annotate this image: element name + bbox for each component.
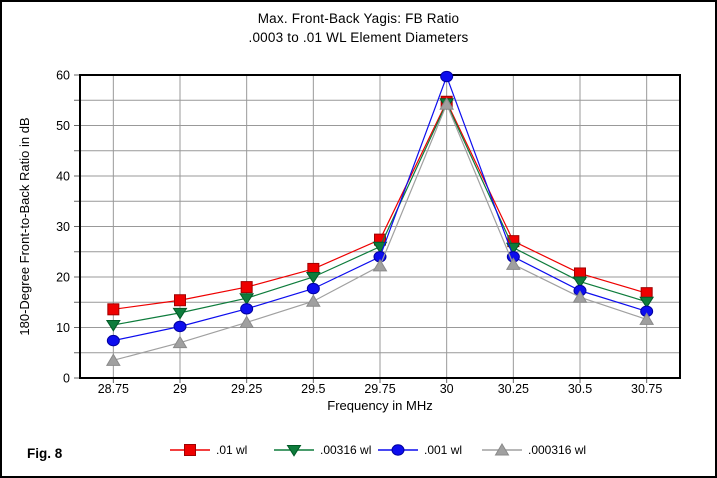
series-marker-1: [305, 272, 321, 284]
x-tick-label: 30.25: [498, 382, 529, 396]
series-marker-1: [172, 307, 188, 320]
legend-marker-shape: [494, 443, 510, 456]
chart-subtitle: .0003 to .01 WL Element Diameters: [248, 30, 469, 45]
y-tick-label: 40: [56, 170, 70, 184]
legend-marker-0: [170, 444, 210, 456]
series-marker-2: [106, 334, 120, 347]
y-tick-label: 0: [63, 372, 70, 386]
legend-marker-2: [378, 444, 418, 456]
legend-label: .000316 wl: [528, 443, 587, 457]
series-marker-3: [305, 294, 321, 307]
series-marker-3: [105, 353, 121, 366]
series-marker-3: [172, 335, 188, 349]
chart-title: Max. Front-Back Yagis: FB Ratio: [257, 11, 460, 26]
series-marker-1: [572, 276, 588, 289]
legend-item-2: .001 wl: [378, 443, 482, 457]
series-marker-3: [372, 258, 388, 272]
series-marker-2: [173, 320, 187, 333]
legend-label: .001 wl: [424, 443, 463, 457]
plot-frame: [79, 74, 681, 379]
y-tick-label: 50: [56, 119, 70, 133]
x-tick-label: 30.5: [568, 382, 592, 396]
series-marker-3: [639, 312, 655, 325]
x-tick-label: 29.25: [231, 382, 262, 396]
series-marker-0: [240, 281, 253, 294]
x-tick-label: 30: [440, 382, 454, 396]
x-tick-label: 30.75: [631, 382, 662, 396]
series-marker-3: [572, 290, 588, 303]
legend-marker-shape: [391, 444, 405, 456]
legend-marker-1: [274, 445, 314, 457]
chart-title-block: Max. Front-Back Yagis: FB Ratio .0003 to…: [2, 9, 715, 47]
legend-label: .00316 wl: [320, 443, 372, 457]
y-tick-label: 20: [56, 271, 70, 285]
figure-number-label: Fig. 8: [27, 446, 63, 461]
chart-legend: .01 wl .00316 wl .001 wl .000316 wl: [170, 443, 586, 457]
series-marker-1: [639, 296, 655, 309]
series-marker-2: [440, 70, 454, 83]
legend-label: .01 wl: [216, 443, 248, 457]
x-tick-label: 29: [173, 382, 187, 396]
series-marker-1: [239, 293, 255, 305]
x-tick-label: 29.5: [301, 382, 325, 396]
series-marker-0: [107, 303, 120, 316]
series-marker-3: [239, 315, 255, 328]
x-tick-label: 29.75: [364, 382, 395, 396]
legend-marker-shape: [184, 444, 196, 456]
series-marker-2: [306, 282, 320, 295]
legend-item-0: .01 wl: [170, 443, 274, 457]
x-tick-label: 28.75: [98, 382, 129, 396]
series-marker-2: [240, 303, 254, 315]
series-marker-3: [505, 257, 521, 270]
series-marker-3: [439, 97, 455, 110]
y-tick-label: 30: [56, 220, 70, 234]
legend-marker-shape: [286, 445, 302, 457]
x-axis-title: Frequency in MHz: [327, 398, 432, 413]
legend-marker-3: [482, 443, 522, 456]
y-tick-label: 60: [56, 69, 70, 83]
legend-item-1: .00316 wl: [274, 443, 378, 457]
series-marker-0: [174, 294, 186, 307]
series-marker-1: [105, 319, 121, 332]
y-axis-title: 180-Degree Front-to-Back Ratio in dB: [17, 117, 32, 335]
legend-item-3: .000316 wl: [482, 443, 586, 457]
y-tick-label: 10: [56, 321, 70, 335]
